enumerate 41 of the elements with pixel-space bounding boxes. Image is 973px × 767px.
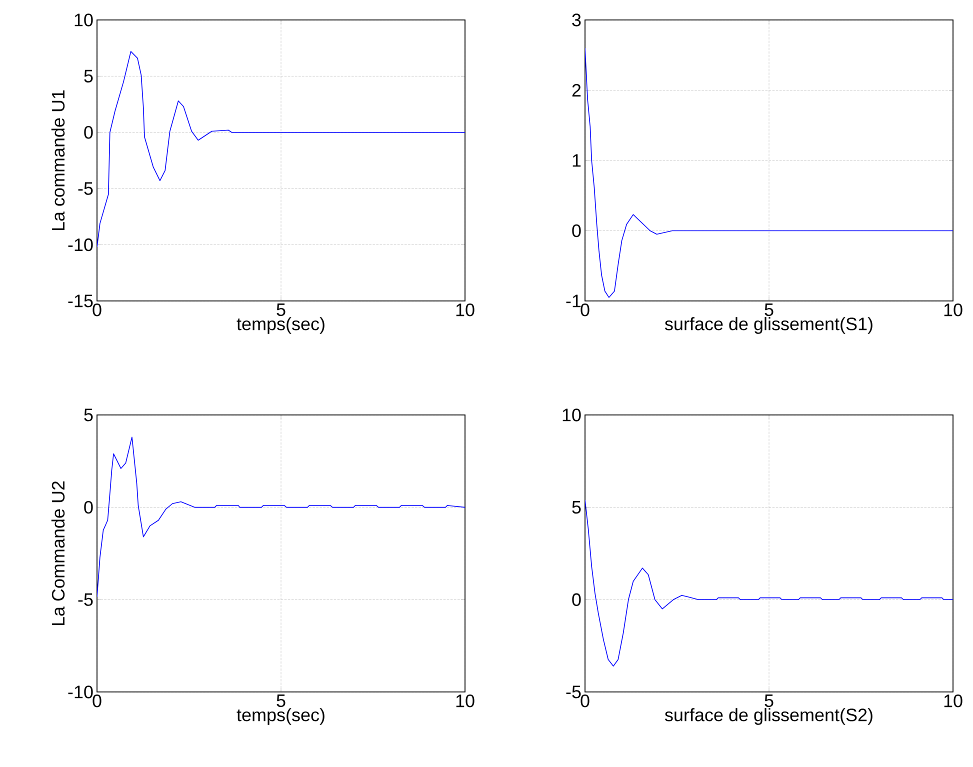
y-tick-label: 10	[74, 14, 93, 26]
x-tick-label: 5	[764, 694, 774, 708]
line-series	[97, 51, 466, 248]
y-tick-label: 1	[572, 154, 581, 167]
y-tick-label: 2	[572, 84, 581, 97]
y-axis-title: La Commande U2	[51, 481, 65, 626]
y-tick-label: -5	[78, 593, 93, 606]
y-tick-label: -1	[566, 294, 581, 308]
y-tick-label: 10	[562, 408, 581, 422]
line-series	[585, 48, 954, 298]
x-tick-label: 10	[944, 694, 962, 708]
x-tick-label: 5	[276, 303, 286, 316]
y-tick-label: 0	[84, 126, 93, 139]
y-tick-label: -5	[566, 686, 581, 698]
x-tick-label: 0	[92, 694, 102, 708]
y-tick-label: 5	[84, 408, 93, 422]
line-series	[97, 436, 466, 598]
x-axis-title: surface de glissement(S1)	[664, 317, 872, 334]
x-tick-label: 0	[580, 304, 590, 316]
x-tick-label: 10	[456, 694, 474, 708]
x-tick-label: 5	[276, 694, 286, 708]
y-tick-label: -10	[68, 238, 93, 252]
x-axis-title: temps(sec)	[236, 708, 324, 725]
y-tick-label: 5	[572, 501, 581, 514]
y-tick-label: 0	[572, 224, 581, 238]
x-tick-label: 10	[944, 304, 962, 316]
line-series	[585, 500, 954, 667]
x-axis-title: surface de glissement(S2)	[664, 708, 872, 725]
y-tick-label: 5	[84, 70, 93, 82]
y-tick-label: -10	[68, 686, 93, 698]
y-tick-label: 3	[572, 14, 581, 26]
x-tick-label: 5	[764, 303, 774, 316]
y-tick-label: -5	[78, 182, 93, 195]
y-axis-title: La commande U1	[51, 90, 65, 230]
x-tick-label: 0	[92, 304, 102, 316]
x-tick-label: 0	[580, 694, 590, 708]
x-axis-title: temps(sec)	[236, 317, 324, 334]
y-tick-label: -15	[68, 294, 93, 308]
x-tick-label: 10	[456, 304, 474, 316]
y-tick-label: 0	[84, 500, 93, 514]
y-tick-label: 0	[572, 593, 581, 606]
